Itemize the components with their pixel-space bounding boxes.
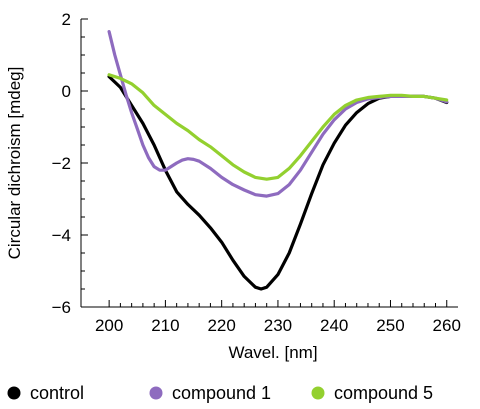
legend-marker [149, 386, 163, 400]
legend-label: compound 5 [334, 383, 433, 403]
x-tick-label: 260 [433, 316, 461, 335]
series-layer [107, 30, 449, 291]
y-axis-title: Circular dichroism [mdeg] [5, 67, 24, 260]
x-tick-label: 200 [95, 316, 123, 335]
x-tick-label: 250 [376, 316, 404, 335]
legend-label: control [30, 383, 84, 403]
y-tick-label: 2 [62, 10, 71, 29]
y-tick-label: −2 [52, 154, 71, 173]
legend-item-compound-1: compound 1 [149, 383, 271, 403]
series-line-compound-5 [107, 73, 449, 181]
legend: control compound 1 compound 5 [7, 383, 433, 403]
y-tick-label: −4 [52, 226, 71, 245]
axes: 2 0 −2 −4 −6 200 210 220 230 240 250 260 [52, 10, 461, 335]
legend-item-compound-5: compound 5 [311, 383, 433, 403]
legend-label: compound 1 [172, 383, 271, 403]
y-tick-label: −6 [52, 298, 71, 317]
y-tick-label: 0 [62, 82, 71, 101]
x-tick-label: 220 [207, 316, 235, 335]
x-tick-label: 230 [264, 316, 292, 335]
x-axis-title: Wavel. [nm] [228, 343, 317, 362]
legend-marker [311, 386, 325, 400]
legend-item-control: control [7, 383, 84, 403]
legend-marker [7, 386, 21, 400]
series-line-compound-1 [107, 30, 449, 198]
x-tick-label: 210 [151, 316, 179, 335]
x-tick-label: 240 [320, 316, 348, 335]
